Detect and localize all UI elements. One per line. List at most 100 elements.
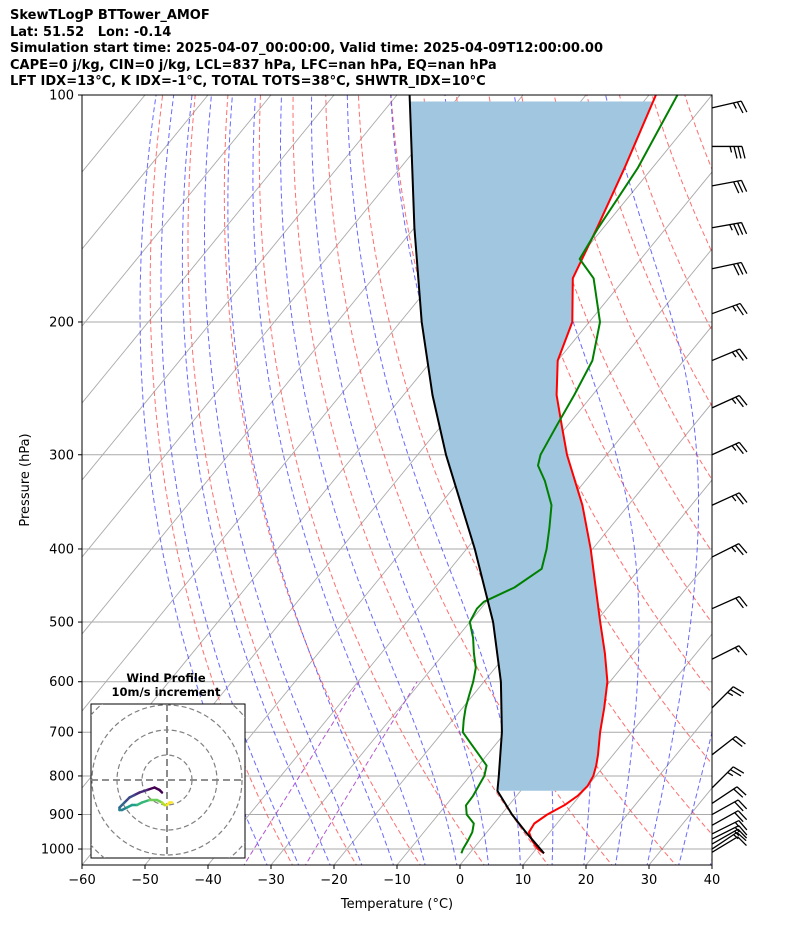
parcel-profile	[408, 95, 545, 854]
moist-adiabat	[227, 95, 394, 865]
wind-barb	[711, 595, 748, 610]
isotherm	[522, 633, 712, 865]
wind-barb	[711, 302, 748, 316]
wind-barb	[711, 348, 748, 362]
isotherm	[711, 864, 712, 865]
moist-adiabat	[513, 95, 640, 865]
isotherm	[775, 95, 794, 865]
wind-barb	[711, 441, 748, 456]
wind-barb	[712, 145, 746, 159]
x-tick-label: −10	[383, 873, 410, 888]
x-tick-label: −20	[320, 873, 347, 888]
wind-barb	[711, 221, 748, 236]
wind-barb	[711, 786, 747, 804]
moist-adiabat	[252, 95, 426, 865]
hodograph-subtitle: 10m/s increment	[112, 685, 221, 699]
wind-barb	[711, 543, 748, 558]
dry-adiabat	[618, 95, 712, 332]
isotherm	[270, 325, 712, 865]
isotherm	[333, 402, 712, 865]
location-line: Lat: 51.52 Lon: -0.14	[10, 24, 172, 40]
x-axis-label: Temperature (°C)	[340, 897, 453, 912]
chart-title: SkewTLogP BTTower_AMOF	[10, 8, 210, 23]
wind-barb	[711, 179, 748, 194]
x-tick-label: 30	[641, 873, 658, 888]
moist-adiabat	[678, 730, 712, 865]
hodograph-inset	[90, 703, 246, 859]
x-tick-label: −50	[131, 873, 158, 888]
wind-barb	[711, 645, 748, 660]
dry-adiabat	[651, 95, 712, 254]
y-tick-label: 100	[49, 89, 74, 104]
wind-barb	[711, 831, 747, 850]
isotherm	[585, 710, 712, 865]
y-tick-label: 600	[49, 675, 74, 690]
dry-adiabat	[776, 78, 794, 868]
dry-adiabat	[488, 95, 712, 624]
wind-barb	[711, 492, 748, 506]
axes: −60 −50 −40 −30 −20 −10 0 10 20 30 40 1000 900 800 700…	[41, 89, 720, 889]
hodograph-frame	[90, 703, 246, 859]
dry-adiabat	[744, 78, 794, 868]
dewpoint-profile	[460, 95, 679, 854]
hodograph-trace	[138, 788, 149, 794]
dry-adiabat	[149, 95, 294, 865]
wind-barbs	[711, 100, 748, 853]
wind-barb	[711, 825, 748, 840]
isotherm	[82, 95, 461, 558]
hodograph-trace	[140, 798, 151, 804]
moist-adiabat	[280, 95, 458, 865]
y-axis-label: Pressure (hPa)	[18, 433, 33, 526]
mixing-ratio-line	[304, 681, 418, 865]
y-tick-label: 400	[49, 542, 74, 557]
y-tick-label: 700	[49, 726, 74, 741]
moist-adiabat	[346, 95, 521, 865]
y-tick-label: 300	[49, 448, 74, 463]
dry-adiabat	[520, 95, 712, 553]
x-tick-label: 0	[456, 873, 464, 888]
moist-adiabat	[204, 95, 363, 865]
wind-barb	[711, 394, 748, 409]
isotherm	[82, 95, 83, 96]
dry-adiabat	[390, 95, 712, 836]
isotherm	[82, 95, 398, 481]
y-tick-label: 1000	[41, 843, 74, 858]
indices-line-2: LFT IDX=13°C, K IDX=-1°C, TOTAL TOTS=38°…	[10, 74, 486, 89]
moist-adiabat	[605, 95, 699, 865]
dry-adiabat	[325, 95, 613, 865]
wind-barb	[711, 828, 748, 845]
moist-adiabat	[160, 95, 300, 865]
dry-adiabat	[455, 95, 712, 695]
y-tick-label: 200	[49, 315, 74, 330]
x-tick-label: 20	[578, 873, 595, 888]
indices-line-1: CAPE=0 j/kg, CIN=0 j/kg, LCL=837 hPa, LF…	[10, 57, 497, 73]
dry-adiabat	[586, 95, 712, 408]
y-tick-label: 900	[49, 808, 74, 823]
wind-barb	[711, 810, 748, 826]
dry-adiabat	[712, 78, 794, 868]
wind-barb	[711, 100, 748, 114]
isotherm	[82, 95, 272, 327]
wind-barb	[711, 799, 748, 816]
profile-layer	[408, 95, 679, 855]
temperature-profile	[528, 95, 657, 855]
wind-barb	[711, 836, 747, 853]
hodograph-trace	[145, 786, 156, 792]
mixing-ratio-line	[243, 681, 360, 865]
chart-title-block: SkewTLogP BTTower_AMOF Lat: 51.52 Lon: -…	[10, 8, 603, 91]
moist-adiabat	[181, 95, 331, 865]
hodograph-title: Wind Profile	[126, 671, 206, 685]
x-tick-label: −30	[257, 873, 284, 888]
moist-adiabat	[310, 95, 490, 865]
x-tick-label: 10	[515, 873, 532, 888]
y-tick-label: 500	[49, 616, 74, 631]
moist-adiabat	[709, 857, 712, 865]
y-tick-label: 800	[49, 769, 74, 784]
dry-adiabat	[187, 95, 357, 865]
dry-adiabat	[223, 95, 421, 865]
dry-adiabat	[684, 95, 712, 171]
wind-barb	[711, 819, 748, 835]
wind-barb	[711, 735, 746, 756]
dry-adiabat	[357, 95, 677, 865]
